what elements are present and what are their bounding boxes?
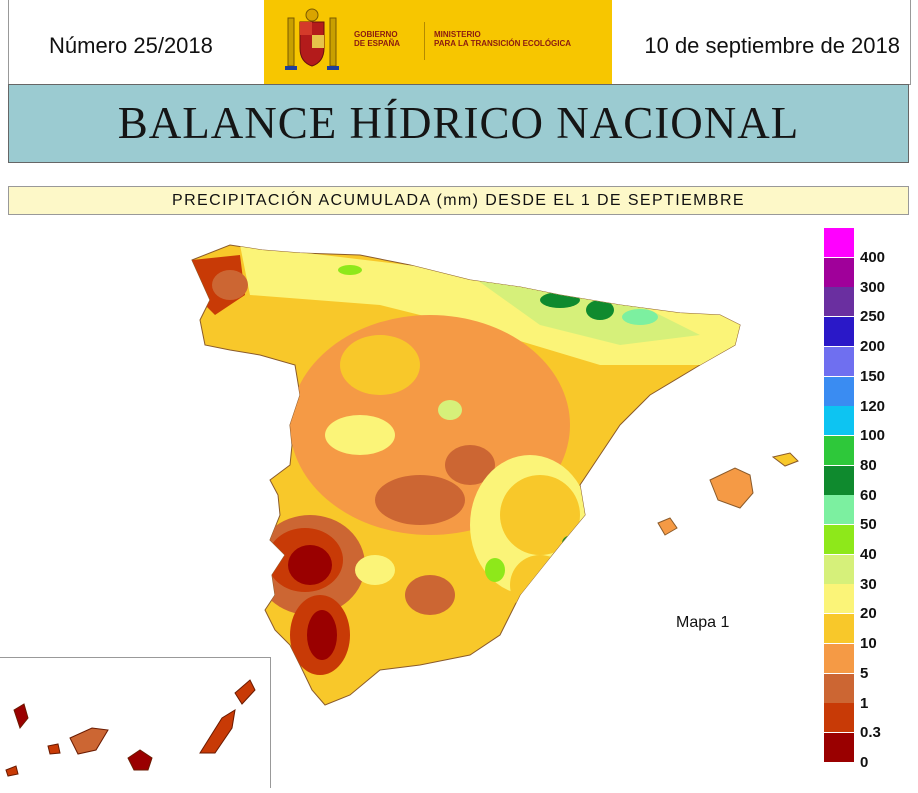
legend-label: 10 [860,635,877,653]
canary-islands-inset [0,657,271,788]
legend-label: 120 [860,397,886,415]
issue-number: Número 25/2018 [49,33,213,58]
hierro-island [5,765,19,777]
gobierno-text: GOBIERNO DE ESPAÑA [354,30,401,48]
page-title: BALANCE HÍDRICO NACIONAL [117,98,800,148]
coat-of-arms-icon [285,8,339,70]
legend-label: 40 [860,546,877,563]
la-palma-island [13,703,29,730]
legend-swatch [824,406,854,436]
gran-canaria-island [127,749,153,771]
legend-swatch [824,525,854,554]
subtitle-banner: PRECIPITACIÓN ACUMULADA (mm) DESDE EL 1 … [8,186,909,215]
legend-label: 5 [860,664,869,682]
legend-label: 1 [860,694,869,712]
legend-swatch [824,732,854,762]
map-label: Mapa 1 [676,614,729,631]
legend-label: 250 [860,308,886,326]
mallorca-island [709,467,754,509]
legend-label: 20 [860,605,877,623]
legend-swatch [824,554,854,584]
legend-swatch [824,317,854,347]
legend-label: 60 [860,486,877,504]
title-banner: BALANCE HÍDRICO NACIONAL [8,84,909,163]
menorca-island [771,452,799,467]
ibiza-island [657,517,678,536]
legend-swatch [824,228,854,257]
government-logo-block: GOBIERNO DE ESPAÑA MINISTERIO PARA LA TR… [264,0,612,84]
logo-divider [424,22,425,60]
gomera-island [47,743,61,755]
legend-swatch [824,643,854,673]
lanzarote-island [234,679,256,705]
legend-swatch [824,703,854,733]
legend-label: 80 [860,456,877,474]
legend-swatch [824,614,854,644]
legend-swatch [824,435,854,465]
legend-label: 30 [860,575,877,593]
precipitation-map: Mapa 1 [191,244,799,706]
tenerife-island [69,727,109,755]
legend-swatch [824,495,854,525]
legend-swatch [824,465,854,495]
legend-label: 0 [860,753,869,771]
legend-label: 300 [860,278,886,296]
ministerio-text: MINISTERIO PARA LA TRANSICIÓN ECOLÓGICA [434,30,572,48]
legend-label: 200 [860,338,886,356]
legend-label: 100 [860,427,886,445]
legend-label: 150 [860,367,886,385]
publication-date: 10 de septiembre de 2018 [644,33,900,58]
legend-swatch [824,257,854,287]
header-bar: Número 25/2018 GOBIERNO DE ESPAÑA MINIST… [8,0,911,85]
legend-label: 0.3 [860,724,881,742]
canary-islands-map [5,679,256,777]
legend-swatch [824,673,854,703]
legend-swatch [824,287,854,317]
legend-swatch [824,584,854,614]
map-subtitle: PRECIPITACIÓN ACUMULADA (mm) DESDE EL 1 … [172,192,745,209]
legend-swatch [824,376,854,406]
legend-swatch [824,346,854,376]
legend-label: 400 [860,249,886,266]
fuerteventura-island [199,708,236,754]
legend-label: 50 [860,516,877,534]
